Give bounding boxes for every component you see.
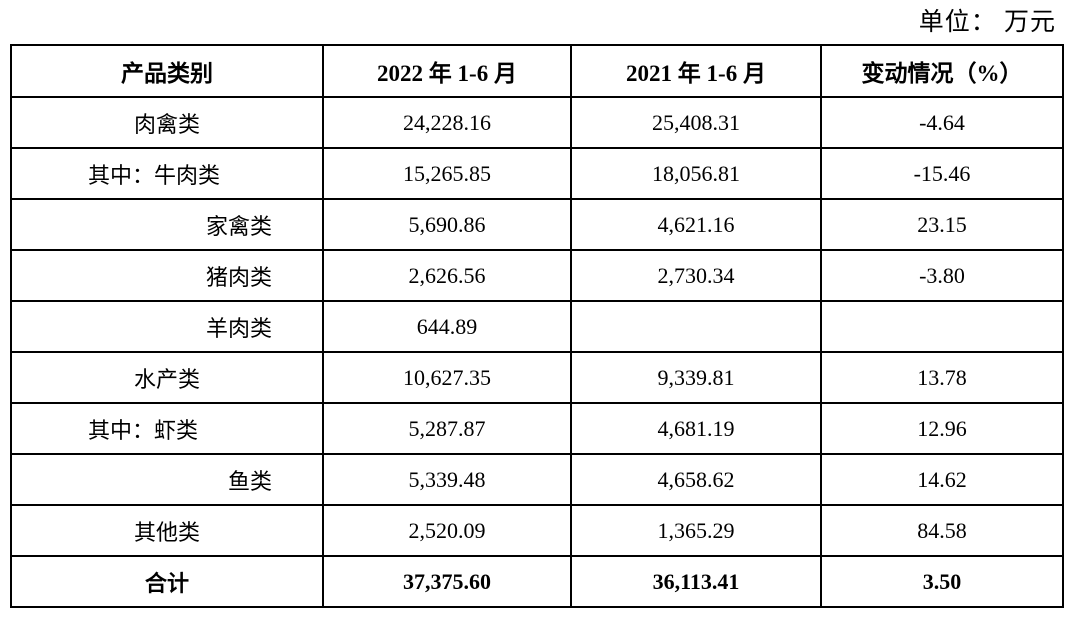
value-2022-cell: 5,287.87: [322, 402, 572, 455]
table-row: 其他类 2,520.09 1,365.29 84.58: [10, 504, 1064, 557]
product-category-cell: 鱼类: [10, 453, 324, 506]
product-category-cell: 水产类: [10, 351, 324, 404]
table-row: 鱼类 5,339.48 4,658.62 14.62: [10, 453, 1064, 506]
value-2021-cell: 1,365.29: [570, 504, 822, 557]
value-2021-cell: 18,056.81: [570, 147, 822, 200]
table-row: 羊肉类 644.89: [10, 300, 1064, 353]
product-category-cell: 合计: [10, 555, 324, 608]
header-2022-period: 2022 年 1-6 月: [322, 44, 572, 98]
unit-label: 单位： 万元: [918, 9, 1056, 36]
product-category-cell: 肉禽类: [10, 96, 324, 149]
value-2022-cell: 10,627.35: [322, 351, 572, 404]
value-2021-cell: 9,339.81: [570, 351, 822, 404]
value-2021-cell: 36,113.41: [570, 555, 822, 608]
change-percent-cell: 23.15: [820, 198, 1064, 251]
value-2021-cell: 4,681.19: [570, 402, 822, 455]
table-row: 其中：牛肉类 15,265.85 18,056.81 -15.46: [10, 147, 1064, 200]
table-row: 合计 37,375.60 36,113.41 3.50: [10, 555, 1064, 608]
table-row: 水产类 10,627.35 9,339.81 13.78: [10, 351, 1064, 404]
value-2021-cell: 25,408.31: [570, 96, 822, 149]
value-2022-cell: 2,520.09: [322, 504, 572, 557]
change-percent-cell: 3.50: [820, 555, 1064, 608]
product-category-cell: 家禽类: [10, 198, 324, 251]
change-percent-cell: -15.46: [820, 147, 1064, 200]
table-row: 家禽类 5,690.86 4,621.16 23.15: [10, 198, 1064, 251]
product-category-cell: 猪肉类: [10, 249, 324, 302]
product-category-table: 产品类别 2022 年 1-6 月 2021 年 1-6 月 变动情况（%） 肉…: [10, 44, 1064, 608]
change-percent-cell: [820, 300, 1064, 353]
value-2022-cell: 5,339.48: [322, 453, 572, 506]
value-2022-cell: 2,626.56: [322, 249, 572, 302]
value-2022-cell: 644.89: [322, 300, 572, 353]
value-2022-cell: 37,375.60: [322, 555, 572, 608]
product-category-cell: 羊肉类: [10, 300, 324, 353]
value-2021-cell: [570, 300, 822, 353]
change-percent-cell: -4.64: [820, 96, 1064, 149]
value-2021-cell: 4,658.62: [570, 453, 822, 506]
header-change-percent: 变动情况（%）: [820, 44, 1064, 98]
header-product-category: 产品类别: [10, 44, 324, 98]
change-percent-cell: -3.80: [820, 249, 1064, 302]
value-2021-cell: 4,621.16: [570, 198, 822, 251]
value-2022-cell: 24,228.16: [322, 96, 572, 149]
value-2022-cell: 5,690.86: [322, 198, 572, 251]
change-percent-cell: 12.96: [820, 402, 1064, 455]
table-row: 肉禽类 24,228.16 25,408.31 -4.64: [10, 96, 1064, 149]
table-header-row: 产品类别 2022 年 1-6 月 2021 年 1-6 月 变动情况（%）: [10, 44, 1064, 98]
product-category-cell: 其中：牛肉类: [10, 147, 324, 200]
table-row: 猪肉类 2,626.56 2,730.34 -3.80: [10, 249, 1064, 302]
product-category-cell: 其他类: [10, 504, 324, 557]
value-2022-cell: 15,265.85: [322, 147, 572, 200]
change-percent-cell: 84.58: [820, 504, 1064, 557]
table-row: 其中：虾类 5,287.87 4,681.19 12.96: [10, 402, 1064, 455]
change-percent-cell: 14.62: [820, 453, 1064, 506]
header-2021-period: 2021 年 1-6 月: [570, 44, 822, 98]
product-category-cell: 其中：虾类: [10, 402, 324, 455]
value-2021-cell: 2,730.34: [570, 249, 822, 302]
change-percent-cell: 13.78: [820, 351, 1064, 404]
